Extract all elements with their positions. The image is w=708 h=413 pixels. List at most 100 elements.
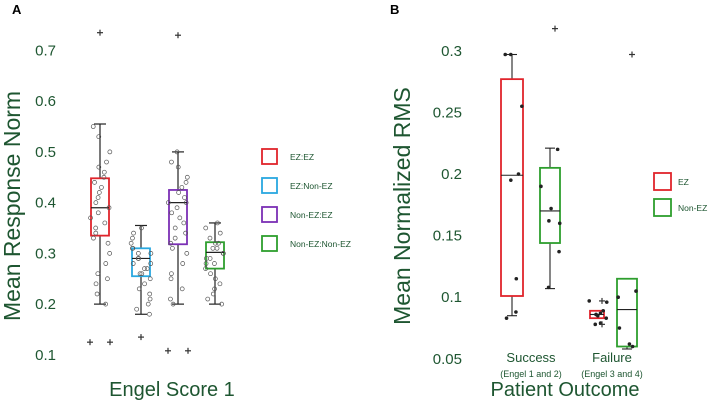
panel-a-data-point — [99, 185, 104, 190]
panel-a-data-point — [170, 245, 175, 251]
panel-a-data-point — [176, 190, 181, 195]
panel-a-data-point — [134, 306, 140, 312]
panel-a-data-point — [219, 301, 225, 307]
panel-a-data-point — [93, 200, 99, 205]
panel-a-data-point — [107, 251, 113, 256]
panel-b-legend-label: EZ — [678, 177, 689, 187]
panel-b-data-point — [516, 172, 521, 176]
panel-b-category-sublabel: (Engel 1 and 2) — [500, 369, 562, 379]
panel-a-data-point — [169, 210, 175, 216]
panel-a-data-point — [182, 195, 187, 200]
panel-b-boxes — [500, 25, 638, 350]
panel-b-legend: EZ Non-EZ — [653, 172, 707, 217]
panel-a-data-point — [136, 286, 142, 292]
panel-b-label: B — [390, 2, 399, 17]
panel-a-data-point — [93, 281, 99, 287]
panel-a-data-point — [183, 230, 188, 236]
panel-b-data-point — [587, 299, 592, 303]
panel-b-box-group-1 — [500, 52, 524, 320]
panel-a-x-axis-title: Engel Score 1 — [109, 379, 235, 401]
panel-a-data-point — [172, 235, 178, 241]
panel-a-y-tick-label: 0.7 — [35, 42, 56, 59]
panel-a-data-point — [210, 291, 216, 297]
panel-a-box — [90, 177, 110, 237]
panel-a-data-point — [148, 261, 154, 266]
panel-a-data-point — [95, 210, 101, 216]
panel-a-data-point — [212, 240, 218, 246]
panel-a-data-point — [172, 225, 178, 231]
panel-b-data-point — [508, 52, 513, 57]
panel-a-data-point — [213, 276, 218, 282]
panel-b-y-tick-label: 0.1 — [441, 289, 462, 306]
panel-a-data-point — [105, 240, 111, 246]
panel-a-legend-label: Non-EZ:EZ — [290, 210, 333, 220]
panel-b-y-tick-label: 0.2 — [441, 166, 462, 183]
panel-a-data-point — [147, 311, 152, 317]
panel-a-data-point — [207, 256, 213, 261]
panel-a-legend-label: EZ:Non-EZ — [290, 181, 333, 191]
panel-a-data-point — [174, 205, 180, 211]
panel-a-data-point — [136, 251, 141, 256]
panel-b-category-sublabel: (Engel 3 and 4) — [581, 369, 643, 379]
panel-a-y-tick-label: 0.3 — [35, 245, 56, 262]
panel-a-data-point — [92, 180, 97, 185]
panel-b-data-point — [514, 276, 519, 281]
panel-b-box-group-4 — [616, 51, 638, 350]
panel-b-data-point — [504, 316, 509, 320]
panel-a-data-point — [168, 296, 173, 302]
panel-b-y-axis-title: Mean Normalized RMS — [389, 87, 415, 325]
panel-a-box-group-3 — [165, 32, 191, 354]
panel-a-y-tick-label: 0.5 — [35, 144, 56, 161]
panel-a-data-point — [174, 149, 180, 155]
panel-a-data-point — [203, 261, 209, 266]
panel-a-data-point — [94, 291, 100, 297]
panel-a-data-point — [203, 266, 208, 271]
panel-a-data-point — [93, 230, 99, 236]
panel-a-data-point — [168, 240, 174, 246]
panel-b-data-point — [634, 289, 638, 293]
panel-a-data-point — [214, 245, 220, 251]
panel-a-data-point — [208, 271, 213, 277]
panel-b-category-labels: Success (Engel 1 and 2) Failure (Engel 3 an… — [500, 350, 643, 379]
panel-b-data-point — [598, 311, 603, 316]
panel-a-data-point — [212, 286, 217, 292]
panel-b-data-point — [557, 221, 562, 226]
panel-b-box — [500, 78, 524, 297]
panel-b-box — [539, 166, 561, 244]
panel-a-data-point — [103, 261, 109, 266]
panel-b-data-point — [539, 184, 543, 189]
panel-a-data-point — [144, 266, 150, 271]
panel-b-legend-swatch — [653, 198, 672, 217]
panel-b-x-axis-title: Patient Outcome — [491, 379, 640, 401]
panel-b-category-label: Success — [506, 350, 556, 365]
panel-a-box-group-1 — [87, 29, 113, 346]
panel-a-data-point — [207, 235, 213, 241]
panel-a: A 0.1 0.2 0.3 0.4 0.5 0.6 0.7 EZ:EZ EZ:Non-EZ No… — [0, 2, 351, 401]
panel-a-data-point — [184, 251, 190, 256]
panel-b-data-point — [555, 147, 560, 152]
panel-a-legend-swatch — [261, 177, 278, 194]
panel-a-data-point — [139, 271, 145, 277]
panel-a-data-point — [145, 301, 151, 307]
panel-a-data-point — [105, 276, 110, 282]
panel-a-data-point — [137, 271, 143, 277]
panel-a-data-point — [103, 301, 108, 307]
panel-a-data-point — [128, 240, 134, 246]
panel-b-data-point — [604, 316, 609, 320]
panel-a-label: A — [12, 2, 22, 17]
panel-b-box — [616, 277, 638, 348]
panel-b-y-tick-label: 0.3 — [441, 43, 462, 60]
panel-a-data-point — [95, 195, 101, 200]
panel-b-box-group-3 — [587, 297, 609, 328]
panel-b-data-point — [595, 313, 600, 318]
panel-a-y-ticks: 0.1 0.2 0.3 0.4 0.5 0.6 0.7 — [35, 42, 56, 363]
panel-a-data-point — [221, 251, 226, 256]
panel-a-data-point — [169, 159, 174, 165]
panel-a-data-point — [95, 271, 101, 277]
panel-b-data-point — [520, 104, 524, 109]
panel-a-box — [205, 241, 225, 270]
panel-b-legend-swatch — [653, 172, 672, 191]
panel-a-data-point — [184, 174, 190, 180]
panel-a-data-point — [101, 169, 107, 175]
